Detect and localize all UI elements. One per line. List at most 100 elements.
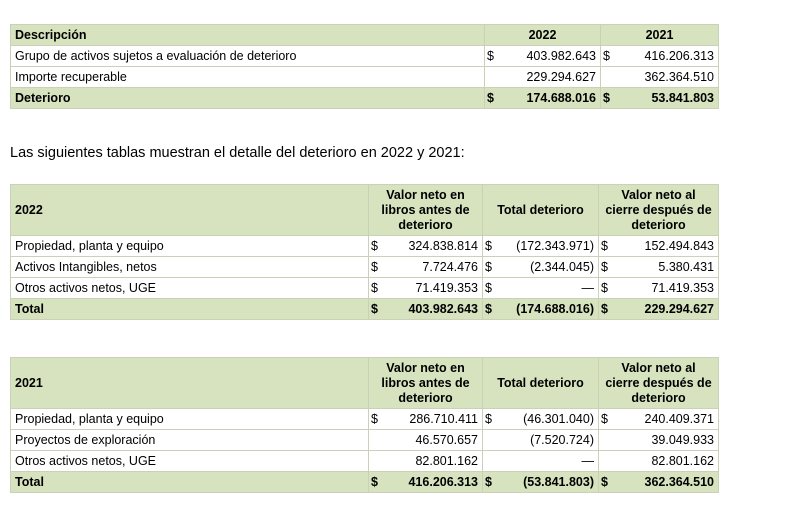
table-row: Propiedad, planta y equipo $ 286.710.411… xyxy=(10,408,720,430)
value-cell: 5.380.431 xyxy=(614,256,720,278)
intro-paragraph: Las siguientes tablas muestran el detall… xyxy=(10,145,465,161)
value-cell: (174.688.016) xyxy=(498,298,599,320)
currency-symbol: $ xyxy=(482,408,499,430)
header-cell: Valor neto en libros antes de deterioro xyxy=(368,184,483,236)
currency-symbol: $ xyxy=(598,277,615,299)
table-row: Otros activos netos, UGE $ 71.419.353 $ … xyxy=(10,277,720,299)
value-cell: 286.710.411 xyxy=(384,408,483,430)
currency-symbol: $ xyxy=(368,298,385,320)
currency-symbol: $ xyxy=(598,235,615,257)
currency-symbol: $ xyxy=(600,87,623,109)
header-cell: Valor neto al cierre después de deterior… xyxy=(597,184,720,236)
value-cell: 7.724.476 xyxy=(384,256,483,278)
currency-symbol xyxy=(598,429,615,451)
currency-symbol: $ xyxy=(368,471,385,493)
row-label: Total xyxy=(10,471,369,493)
header-cell: Valor neto en libros antes de deterioro xyxy=(368,357,483,409)
value-cell: (172.343.971) xyxy=(498,235,599,257)
currency-symbol: $ xyxy=(482,256,499,278)
value-cell: 403.982.643 xyxy=(384,298,483,320)
value-cell: 71.419.353 xyxy=(614,277,720,299)
header-cell: Total deterioro xyxy=(482,357,599,409)
value-cell: 82.801.162 xyxy=(614,450,720,472)
row-label: Total xyxy=(10,298,369,320)
value-cell: (2.344.045) xyxy=(498,256,599,278)
value-cell: 229.294.627 xyxy=(506,66,601,88)
row-label: Importe recuperable xyxy=(10,66,485,88)
value-cell: 416.206.313 xyxy=(622,45,719,67)
currency-symbol: $ xyxy=(484,45,507,67)
header-cell: 2022 xyxy=(10,184,369,236)
currency-symbol: $ xyxy=(598,256,615,278)
value-cell: 152.494.843 xyxy=(614,235,720,257)
detail-table-2022: 2022 Valor neto en libros antes de deter… xyxy=(10,184,720,320)
table-header-row: Descripción 2022 2021 xyxy=(10,24,719,46)
header-cell: 2022 xyxy=(484,24,601,46)
value-cell: — xyxy=(498,450,599,472)
currency-symbol: $ xyxy=(368,408,385,430)
value-cell: 82.801.162 xyxy=(384,450,483,472)
currency-symbol xyxy=(600,66,623,88)
currency-symbol: $ xyxy=(368,256,385,278)
row-label: Activos Intangibles, netos xyxy=(10,256,369,278)
table-row: Importe recuperable 229.294.627 362.364.… xyxy=(10,66,719,88)
value-cell: — xyxy=(498,277,599,299)
table-total-row: Total $ 416.206.313 $ (53.841.803) $ 362… xyxy=(10,471,720,493)
value-cell: 229.294.627 xyxy=(614,298,720,320)
header-cell: Valor neto al cierre después de deterior… xyxy=(597,357,720,409)
value-cell: 362.364.510 xyxy=(614,471,720,493)
value-cell: 324.838.814 xyxy=(384,235,483,257)
currency-symbol: $ xyxy=(598,471,615,493)
currency-symbol xyxy=(368,429,385,451)
value-cell: (7.520.724) xyxy=(498,429,599,451)
table-row: Grupo de activos sujetos a evaluación de… xyxy=(10,45,719,67)
value-cell: 71.419.353 xyxy=(384,277,483,299)
currency-symbol: $ xyxy=(598,408,615,430)
currency-symbol: $ xyxy=(368,277,385,299)
header-cell: Total deterioro xyxy=(482,184,599,236)
row-label: Otros activos netos, UGE xyxy=(10,277,369,299)
header-cell: 2021 xyxy=(600,24,719,46)
value-cell: (46.301.040) xyxy=(498,408,599,430)
currency-symbol: $ xyxy=(484,87,507,109)
value-cell: 46.570.657 xyxy=(384,429,483,451)
value-cell: (53.841.803) xyxy=(498,471,599,493)
value-cell: 362.364.510 xyxy=(622,66,719,88)
table-row: Otros activos netos, UGE 82.801.162 — 82… xyxy=(10,450,720,472)
currency-symbol: $ xyxy=(600,45,623,67)
value-cell: 39.049.933 xyxy=(614,429,720,451)
currency-symbol xyxy=(482,450,499,472)
currency-symbol xyxy=(482,429,499,451)
table-header-row: 2022 Valor neto en libros antes de deter… xyxy=(10,184,720,236)
row-label: Deterioro xyxy=(10,87,485,109)
value-cell: 53.841.803 xyxy=(622,87,719,109)
header-cell: Descripción xyxy=(10,24,485,46)
row-label: Propiedad, planta y equipo xyxy=(10,408,369,430)
detail-table-2021: 2021 Valor neto en libros antes de deter… xyxy=(10,357,720,493)
table-total-row: Deterioro $ 174.688.016 $ 53.841.803 xyxy=(10,87,719,109)
row-label: Grupo de activos sujetos a evaluación de… xyxy=(10,45,485,67)
currency-symbol: $ xyxy=(482,277,499,299)
currency-symbol: $ xyxy=(482,235,499,257)
row-label: Propiedad, planta y equipo xyxy=(10,235,369,257)
header-cell: 2021 xyxy=(10,357,369,409)
value-cell: 240.409.371 xyxy=(614,408,720,430)
currency-symbol: $ xyxy=(482,298,499,320)
value-cell: 403.982.643 xyxy=(506,45,601,67)
table-row: Proyectos de exploración 46.570.657 (7.5… xyxy=(10,429,720,451)
currency-symbol xyxy=(484,66,507,88)
currency-symbol: $ xyxy=(368,235,385,257)
value-cell: 416.206.313 xyxy=(384,471,483,493)
currency-symbol xyxy=(598,450,615,472)
currency-symbol: $ xyxy=(598,298,615,320)
row-label: Otros activos netos, UGE xyxy=(10,450,369,472)
table-header-row: 2021 Valor neto en libros antes de deter… xyxy=(10,357,720,409)
value-cell: 174.688.016 xyxy=(506,87,601,109)
row-label: Proyectos de exploración xyxy=(10,429,369,451)
currency-symbol xyxy=(368,450,385,472)
summary-table: Descripción 2022 2021 Grupo de activos s… xyxy=(10,24,719,109)
table-total-row: Total $ 403.982.643 $ (174.688.016) $ 22… xyxy=(10,298,720,320)
table-row: Propiedad, planta y equipo $ 324.838.814… xyxy=(10,235,720,257)
currency-symbol: $ xyxy=(482,471,499,493)
table-row: Activos Intangibles, netos $ 7.724.476 $… xyxy=(10,256,720,278)
